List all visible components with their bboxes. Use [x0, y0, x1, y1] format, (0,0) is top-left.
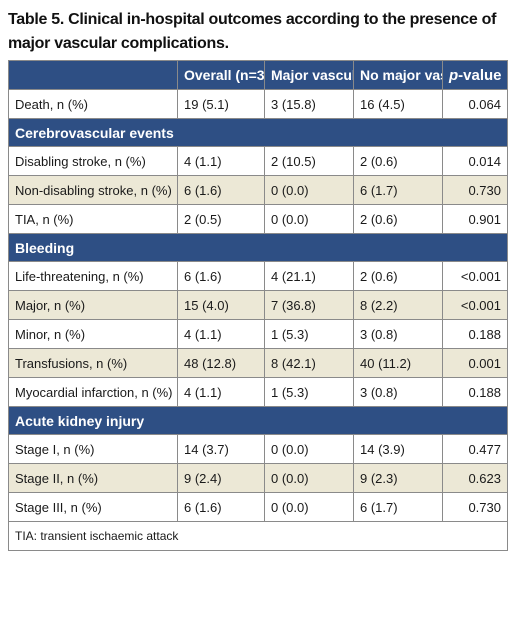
row-label: Transfusions, n (%) [8, 348, 178, 378]
cell-overall: 4 (1.1) [177, 319, 265, 349]
cell-major: 1 (5.3) [264, 377, 354, 407]
cell-overall: 4 (1.1) [177, 146, 265, 176]
cell-p: 0.188 [442, 319, 508, 349]
section-title: Bleeding [8, 233, 508, 262]
cell-no-major: 8 (2.2) [353, 290, 443, 320]
cell-no-major: 14 (3.9) [353, 434, 443, 464]
row-label: Stage II, n (%) [8, 463, 178, 493]
cell-major: 0 (0.0) [264, 204, 354, 234]
footnote-row: TIA: transient ischaemic attack [8, 521, 508, 551]
cell-overall: 4 (1.1) [177, 377, 265, 407]
cell-no-major: 2 (0.6) [353, 204, 443, 234]
cell-overall: 6 (1.6) [177, 492, 265, 522]
table-row: Stage III, n (%) 6 (1.6) 0 (0.0) 6 (1.7)… [8, 492, 508, 522]
cell-overall: 15 (4.0) [177, 290, 265, 320]
cell-p: 0.064 [442, 89, 508, 119]
row-label: Disabling stroke, n (%) [8, 146, 178, 176]
cell-overall: 6 (1.6) [177, 261, 265, 291]
cell-p: 0.730 [442, 175, 508, 205]
cell-major: 8 (42.1) [264, 348, 354, 378]
row-label: Death, n (%) [8, 89, 178, 119]
section-row: Cerebrovascular events [8, 118, 508, 147]
section-title: Acute kidney injury [8, 406, 508, 435]
row-label: Minor, n (%) [8, 319, 178, 349]
cell-no-major: 3 (0.8) [353, 377, 443, 407]
cell-overall: 19 (5.1) [177, 89, 265, 119]
cell-p: 0.188 [442, 377, 508, 407]
cell-no-major: 6 (1.7) [353, 175, 443, 205]
header-row: Overall (n=375) Major vascular complicat… [8, 60, 508, 90]
header-major: Major vascular complications (n=19) [264, 60, 354, 90]
cell-p: 0.901 [442, 204, 508, 234]
header-blank [8, 60, 178, 90]
cell-p: 0.477 [442, 434, 508, 464]
cell-p: 0.730 [442, 492, 508, 522]
cell-no-major: 6 (1.7) [353, 492, 443, 522]
row-label: Non-disabling stroke, n (%) [8, 175, 178, 205]
cell-p: <0.001 [442, 290, 508, 320]
table-row: TIA, n (%) 2 (0.5) 0 (0.0) 2 (0.6) 0.901 [8, 204, 508, 234]
table-row: Stage I, n (%) 14 (3.7) 0 (0.0) 14 (3.9)… [8, 434, 508, 464]
cell-overall: 9 (2.4) [177, 463, 265, 493]
outcomes-table: Overall (n=375) Major vascular complicat… [8, 60, 508, 551]
table-row: Major, n (%) 15 (4.0) 7 (36.8) 8 (2.2) <… [8, 290, 508, 320]
cell-major: 0 (0.0) [264, 463, 354, 493]
row-label: Major, n (%) [8, 290, 178, 320]
cell-overall: 14 (3.7) [177, 434, 265, 464]
cell-major: 4 (21.1) [264, 261, 354, 291]
cell-major: 3 (15.8) [264, 89, 354, 119]
cell-p: <0.001 [442, 261, 508, 291]
cell-overall: 48 (12.8) [177, 348, 265, 378]
section-row: Acute kidney injury [8, 406, 508, 435]
cell-p: 0.001 [442, 348, 508, 378]
table-row: Death, n (%) 19 (5.1) 3 (15.8) 16 (4.5) … [8, 89, 508, 119]
cell-major: 0 (0.0) [264, 434, 354, 464]
table-row: Life-threatening, n (%) 6 (1.6) 4 (21.1)… [8, 261, 508, 291]
row-label: Stage III, n (%) [8, 492, 178, 522]
cell-major: 1 (5.3) [264, 319, 354, 349]
row-label: Myocardial infarction, n (%) [8, 377, 178, 407]
cell-no-major: 16 (4.5) [353, 89, 443, 119]
header-no-major: No major vascular complications (n=356) [353, 60, 443, 90]
table-row: Myocardial infarction, n (%) 4 (1.1) 1 (… [8, 377, 508, 407]
cell-overall: 2 (0.5) [177, 204, 265, 234]
row-label: TIA, n (%) [8, 204, 178, 234]
header-overall: Overall (n=375) [177, 60, 265, 90]
table-row: Minor, n (%) 4 (1.1) 1 (5.3) 3 (0.8) 0.1… [8, 319, 508, 349]
table-row: Stage II, n (%) 9 (2.4) 0 (0.0) 9 (2.3) … [8, 463, 508, 493]
cell-no-major: 2 (0.6) [353, 146, 443, 176]
footnote: TIA: transient ischaemic attack [8, 521, 508, 551]
cell-no-major: 9 (2.3) [353, 463, 443, 493]
section-row: Bleeding [8, 233, 508, 262]
p-italic: p [449, 66, 459, 84]
cell-major: 0 (0.0) [264, 492, 354, 522]
cell-no-major: 40 (11.2) [353, 348, 443, 378]
section-title: Cerebrovascular events [8, 118, 508, 147]
cell-major: 2 (10.5) [264, 146, 354, 176]
table-row: Disabling stroke, n (%) 4 (1.1) 2 (10.5)… [8, 146, 508, 176]
cell-major: 0 (0.0) [264, 175, 354, 205]
header-p-value: p-value [442, 60, 508, 90]
cell-no-major: 2 (0.6) [353, 261, 443, 291]
row-label: Life-threatening, n (%) [8, 261, 178, 291]
p-suffix: -value [458, 66, 502, 84]
cell-overall: 6 (1.6) [177, 175, 265, 205]
cell-no-major: 3 (0.8) [353, 319, 443, 349]
table-caption: Table 5. Clinical in-hospital outcomes a… [8, 11, 497, 52]
table-row: Transfusions, n (%) 48 (12.8) 8 (42.1) 4… [8, 348, 508, 378]
row-label: Stage I, n (%) [8, 434, 178, 464]
cell-p: 0.623 [442, 463, 508, 493]
cell-p: 0.014 [442, 146, 508, 176]
cell-major: 7 (36.8) [264, 290, 354, 320]
table-row: Non-disabling stroke, n (%) 6 (1.6) 0 (0… [8, 175, 508, 205]
